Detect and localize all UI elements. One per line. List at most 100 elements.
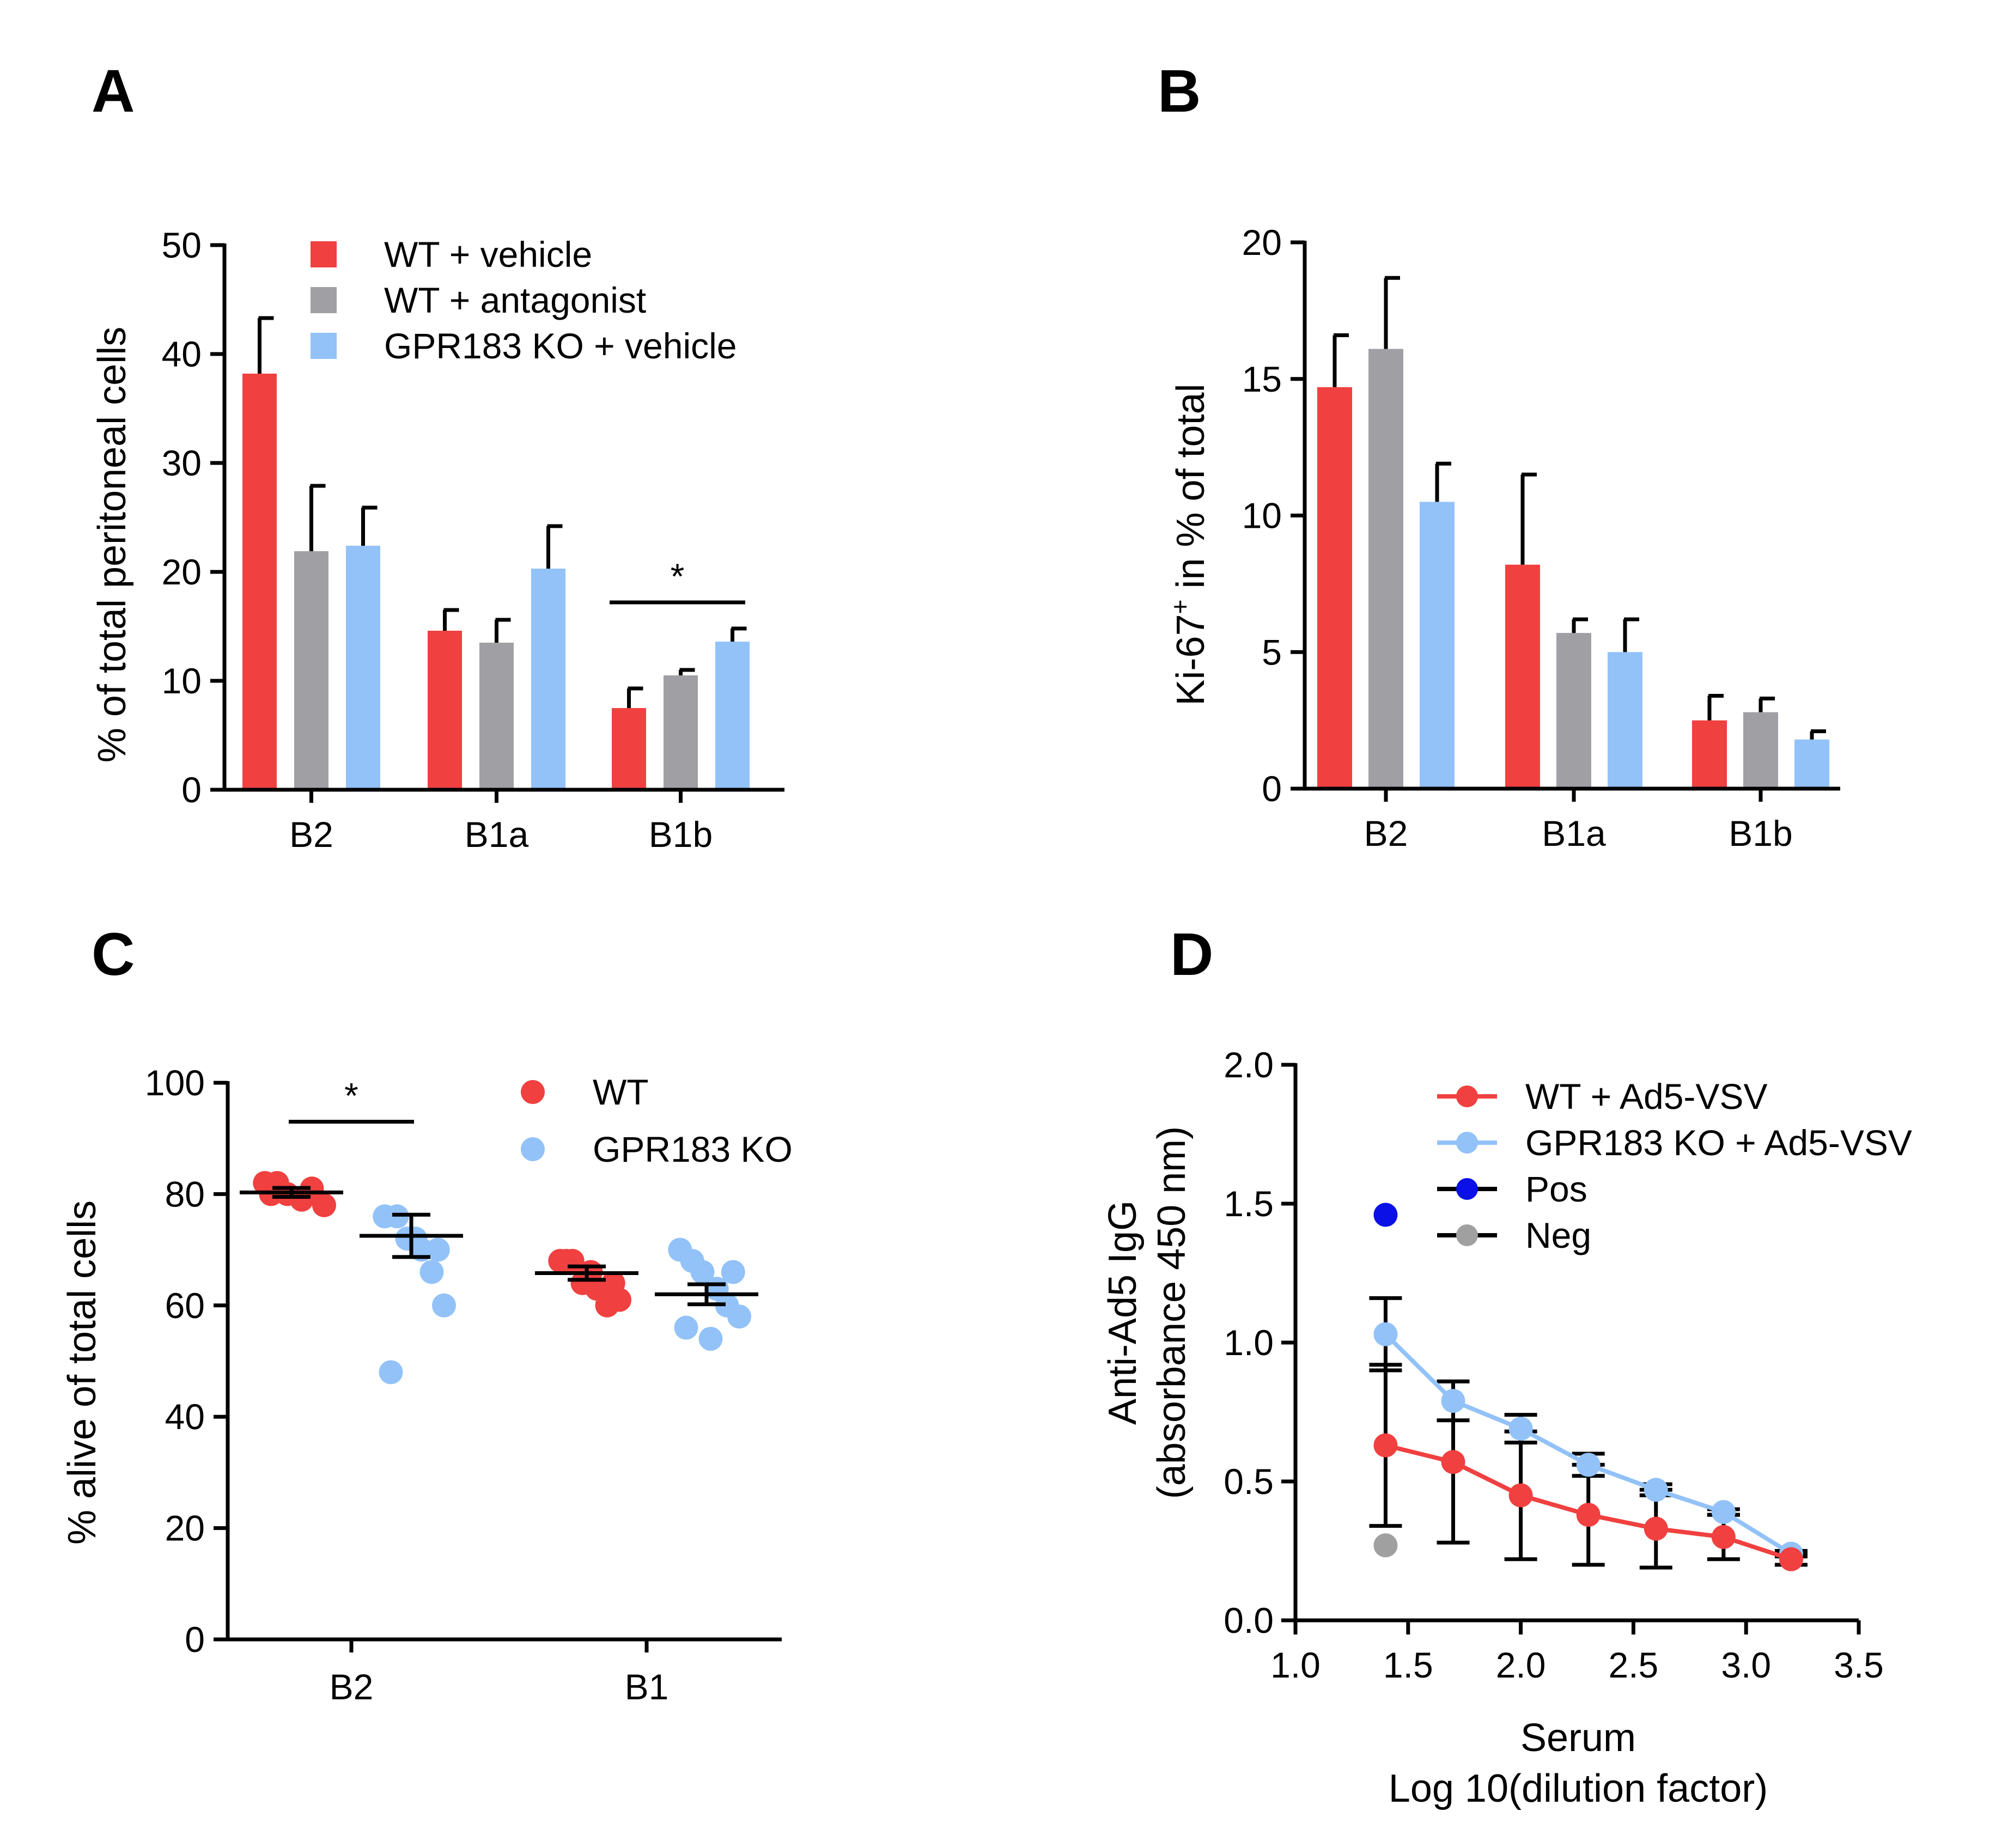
panel-b-bar [1317, 387, 1352, 789]
panel-d-legend: WT + Ad5-VSV GPR183 KO + Ad5-VSV Pos Neg [1437, 1076, 1912, 1255]
panel-d-point [1711, 1525, 1736, 1549]
panel-c-chart: % alive of total cells WT GPR183 KO 0 20 4… [60, 1063, 793, 1707]
panel-c-x-tick-label: B2 [330, 1667, 374, 1707]
panel-c-point [432, 1293, 456, 1318]
panel-a-y-tick-label: 30 [162, 443, 202, 483]
panel-a-bar [664, 675, 698, 790]
panel-c-point [690, 1260, 715, 1284]
panel-d-point [1508, 1483, 1533, 1508]
legend-marker-gpr183ko-ad5vsv [1456, 1132, 1478, 1154]
panel-d-x-tick-label: 2.5 [1609, 1645, 1659, 1685]
legend-label-neg: Neg [1525, 1215, 1591, 1255]
panel-d-y-tick-label: 0.5 [1224, 1461, 1274, 1502]
panel-d-control-point [1373, 1203, 1398, 1227]
panel-c-point [727, 1304, 751, 1329]
panel-b-bar [1743, 712, 1778, 789]
panel-c-point [312, 1193, 336, 1217]
legend-label-gpr183ko-vehicle: GPR183 KO + vehicle [384, 326, 737, 366]
panel-a-bar [242, 374, 277, 790]
panel-d-x-tick-label: 3.5 [1834, 1645, 1884, 1685]
legend-label-pos: Pos [1525, 1169, 1587, 1209]
panel-d-point [1779, 1547, 1803, 1571]
panel-b-bar [1794, 739, 1829, 789]
legend-marker-neg [1456, 1224, 1478, 1246]
panel-d-point [1576, 1453, 1601, 1477]
legend-marker-wt-ad5vsv [1456, 1085, 1478, 1107]
panel-c-y-label: % alive of total cells [60, 1200, 104, 1545]
panel-d-y-tick-label: 0.0 [1224, 1600, 1274, 1640]
legend-label-wt-antagonist: WT + antagonist [384, 280, 646, 320]
panel-d-y-tick-label: 1.0 [1224, 1322, 1274, 1363]
panel-a-y-label: % of total peritoneal cells [90, 327, 134, 763]
panel-a-y-tick-label: 50 [162, 225, 202, 265]
panel-c-y-tick-label: 0 [185, 1619, 205, 1660]
panel-c-y-tick-label: 60 [165, 1285, 205, 1326]
panel-d-point [1644, 1478, 1668, 1502]
panel-a-chart: % of total peritoneal cells WT + vehicle… [90, 225, 784, 855]
panel-a-bar [531, 569, 565, 790]
panel-c-point [300, 1176, 324, 1201]
panel-b-chart: Ki-67+ in % of total 0 5 10 15 20 B2 B1a B1b [1166, 222, 1840, 853]
panel-b-x-tick-label: B1a [1542, 813, 1606, 853]
panel-d-control-point [1373, 1533, 1398, 1558]
panel-a-y-tick-label: 40 [162, 334, 202, 374]
panel-a-y-tick-label: 0 [181, 770, 202, 810]
panel-b-bar [1608, 652, 1642, 789]
panel-b-y-tick-label: 0 [1262, 769, 1282, 809]
panel-b-y-label: Ki-67+ in % of total [1166, 383, 1213, 705]
panel-d-x-tick-label: 3.0 [1721, 1645, 1771, 1685]
panel-b-x-tick-label: B2 [1364, 813, 1408, 853]
legend-label-wt: WT [593, 1072, 649, 1112]
panel-a-x-tick-label: B2 [289, 814, 333, 855]
legend-marker-gpr183ko [521, 1137, 545, 1161]
panel-d-point [1711, 1500, 1736, 1524]
panel-d-point [1373, 1433, 1398, 1457]
panel-a-bar [612, 708, 646, 790]
panel-a-legend: WT + vehicle WT + antagonist GPR183 KO +… [311, 234, 737, 366]
panel-c-x-tick-label: B1 [625, 1667, 669, 1707]
panel-c-y-tick-label: 80 [165, 1174, 205, 1214]
panel-a-bar [346, 546, 380, 790]
panel-a-bar [428, 631, 462, 790]
panel-d-x-label-line1: Serum [1520, 1716, 1636, 1760]
panel-d-point [1373, 1322, 1398, 1346]
panel-b-bar [1505, 564, 1540, 789]
panel-d-x-tick-label: 1.0 [1270, 1645, 1321, 1685]
panel-c-y-tick-label: 100 [145, 1063, 205, 1103]
legend-label-gpr183ko-ad5vsv: GPR183 KO + Ad5-VSV [1525, 1123, 1912, 1163]
panel-a-significance-label: * [671, 556, 685, 596]
panel-a-bar [294, 551, 328, 790]
panel-c-legend: WT GPR183 KO [521, 1072, 793, 1169]
panel-letter-a: A [92, 58, 135, 125]
panel-d-plot [1369, 1203, 1808, 1571]
panel-d-y-label-line2: (absorbance 450 nm) [1150, 1126, 1194, 1499]
panel-b-y-tick-label: 5 [1262, 632, 1282, 672]
panel-c-point [554, 1249, 579, 1273]
panel-letter-c: C [92, 921, 135, 988]
panel-c-point [403, 1227, 428, 1251]
legend-label-gpr183ko: GPR183 KO [593, 1129, 793, 1169]
panel-d-point [1441, 1389, 1465, 1413]
panel-a-x-tick-label: B1b [649, 814, 713, 855]
panel-d-y-tick-label: 2.0 [1224, 1045, 1274, 1085]
panel-d-x-label-line2: Log 10(dilution factor) [1389, 1767, 1768, 1810]
panel-c-y-tick-label: 20 [165, 1508, 205, 1548]
panel-letter-b: B [1158, 58, 1201, 125]
panel-c-point [419, 1260, 444, 1284]
panel-c-point [425, 1237, 450, 1262]
panel-a-bar [715, 642, 750, 790]
panel-letter-d: D [1170, 921, 1213, 988]
panel-a-y-tick-label: 20 [162, 552, 202, 592]
panel-d-x-tick-label: 1.5 [1383, 1645, 1433, 1685]
panel-a-bars [242, 316, 750, 790]
legend-label-wt-ad5vsv: WT + Ad5-VSV [1525, 1076, 1767, 1117]
panel-c-significance-label: * [344, 1076, 358, 1116]
panel-d-y-tick-label: 1.5 [1224, 1184, 1274, 1224]
panel-b-bar [1692, 720, 1727, 789]
panel-c-point [601, 1271, 625, 1295]
panel-b-bar [1556, 633, 1591, 789]
panel-d-y-label-line1: Anti-Ad5 IgG [1101, 1200, 1145, 1425]
legend-swatch-wt-antagonist [311, 287, 337, 313]
panel-d-point [1576, 1503, 1601, 1527]
